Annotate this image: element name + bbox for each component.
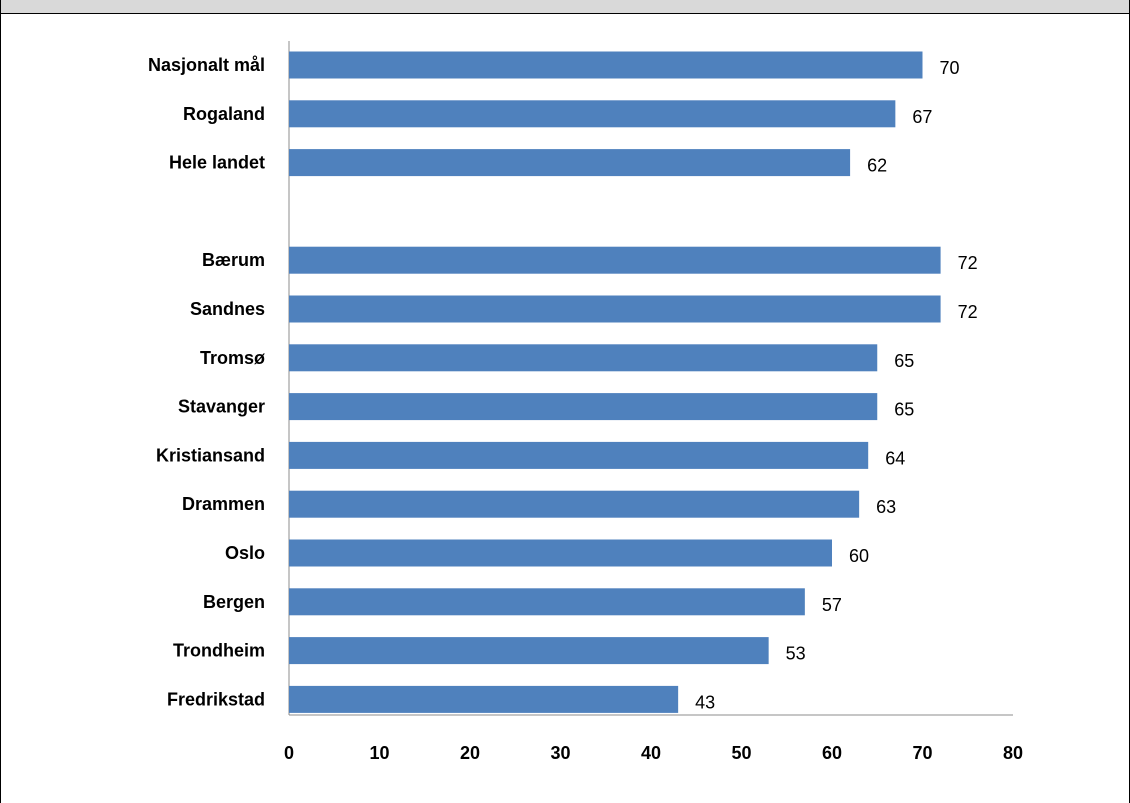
value-label: 43 [695, 692, 715, 712]
bar [289, 588, 805, 616]
bar [289, 393, 878, 421]
category-label: Nasjonalt mål [148, 55, 265, 75]
value-label: 65 [894, 351, 914, 371]
value-label: 63 [876, 497, 896, 517]
bar [289, 100, 896, 128]
value-label: 64 [885, 448, 905, 468]
value-label: 67 [912, 107, 932, 127]
category-label: Stavanger [178, 397, 265, 417]
value-label: 62 [867, 156, 887, 176]
bar [289, 149, 851, 177]
value-label: 57 [822, 595, 842, 615]
value-label: 70 [940, 58, 960, 78]
x-tick-label: 20 [460, 743, 480, 763]
x-tick-label: 40 [641, 743, 661, 763]
bar [289, 637, 769, 665]
bar [289, 295, 941, 323]
bar [289, 441, 869, 469]
category-label: Drammen [182, 494, 265, 514]
category-label: Rogaland [183, 104, 265, 124]
category-label: Bergen [203, 592, 265, 612]
value-label: 72 [958, 302, 978, 322]
x-tick-label: 10 [369, 743, 389, 763]
category-label: Tromsø [200, 348, 265, 368]
category-label: Fredrikstad [167, 689, 265, 709]
bar [289, 539, 832, 567]
category-label: Kristiansand [156, 445, 265, 465]
bar [289, 246, 941, 274]
bar [289, 344, 878, 372]
category-label: Trondheim [173, 641, 265, 661]
x-tick-label: 70 [912, 743, 932, 763]
category-label: Bærum [202, 250, 265, 270]
bar [289, 51, 923, 79]
bar [289, 685, 679, 713]
value-label: 72 [958, 253, 978, 273]
value-label: 65 [894, 400, 914, 420]
x-tick-label: 50 [731, 743, 751, 763]
x-tick-label: 80 [1003, 743, 1023, 763]
category-label: Hele landet [169, 153, 265, 173]
value-label: 60 [849, 546, 869, 566]
x-tick-label: 0 [284, 743, 294, 763]
bar [289, 490, 860, 518]
category-label: Sandnes [190, 299, 265, 319]
value-label: 53 [786, 644, 806, 664]
x-tick-label: 60 [822, 743, 842, 763]
x-tick-label: 30 [550, 743, 570, 763]
category-label: Oslo [225, 543, 265, 563]
